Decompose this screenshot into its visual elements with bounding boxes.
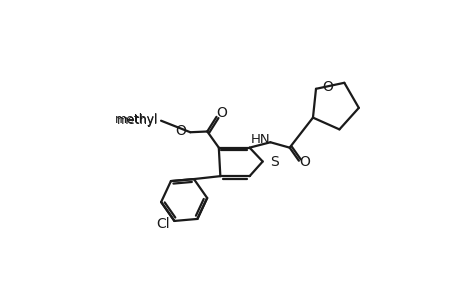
Text: methyl: methyl [115, 113, 158, 126]
Text: O: O [321, 80, 332, 94]
Text: O: O [216, 106, 227, 120]
Text: O: O [174, 124, 185, 139]
Text: HN: HN [250, 134, 269, 146]
Text: methyl: methyl [117, 114, 158, 127]
Text: Cl: Cl [156, 217, 169, 231]
Text: S: S [269, 155, 278, 169]
Text: O: O [298, 155, 309, 169]
